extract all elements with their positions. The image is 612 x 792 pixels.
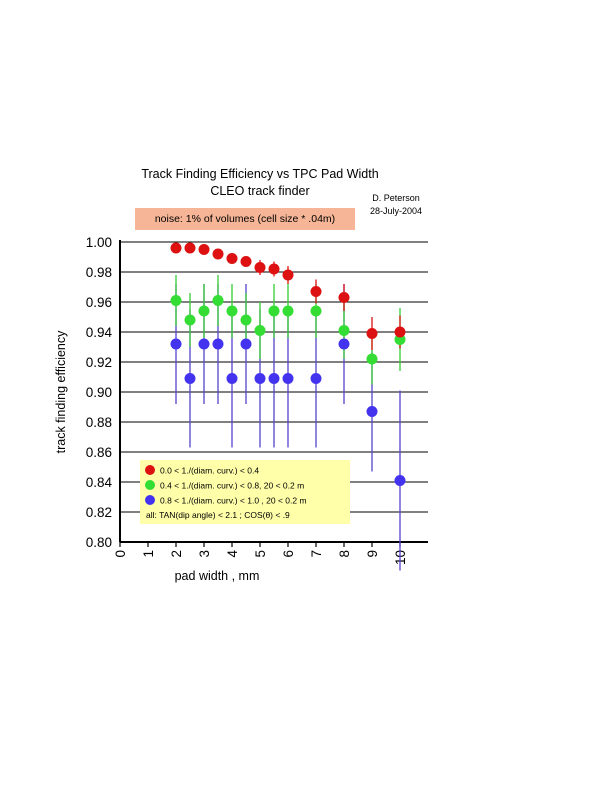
y-tick-label: 0.84 — [86, 475, 113, 490]
data-point — [254, 325, 266, 336]
legend-box — [140, 460, 350, 524]
data-point — [268, 305, 280, 317]
y-tick-label: 0.80 — [86, 535, 112, 550]
y-tick-label: 0.92 — [86, 355, 112, 370]
data-point — [184, 373, 196, 384]
data-point — [254, 373, 266, 384]
x-tick-label: 7 — [309, 550, 324, 558]
data-point — [198, 338, 210, 350]
x-axis-label: pad width , mm — [175, 569, 260, 583]
data-point — [394, 326, 406, 338]
y-axis-label: track finding efficiency — [54, 330, 68, 453]
data-point — [282, 373, 294, 384]
data-point — [310, 373, 322, 384]
x-tick-label: 4 — [225, 550, 240, 558]
data-point — [338, 338, 350, 350]
data-point — [240, 314, 252, 326]
data-point — [226, 253, 238, 264]
legend-swatch — [145, 465, 155, 475]
y-tick-label: 0.94 — [86, 325, 113, 340]
data-point — [254, 262, 266, 273]
data-point — [366, 406, 378, 417]
chart-subtitle: CLEO track finder — [210, 184, 310, 198]
noise-note-box: noise: 1% of volumes (cell size * .04m) — [135, 208, 355, 230]
author-label: D. Peterson — [372, 193, 420, 203]
x-tick-label: 3 — [197, 550, 212, 558]
data-point — [338, 325, 350, 336]
data-point — [240, 338, 252, 350]
data-point — [338, 292, 350, 303]
x-tick-label: 1 — [141, 550, 156, 558]
x-tick-label: 5 — [253, 550, 268, 558]
data-point — [310, 286, 322, 297]
x-tick-label: 6 — [281, 550, 296, 558]
data-point — [240, 256, 252, 267]
data-point — [226, 373, 238, 384]
data-point — [198, 244, 210, 255]
data-point — [366, 328, 378, 339]
chart-title: Track Finding Efficiency vs TPC Pad Widt… — [141, 167, 379, 181]
data-point — [366, 353, 378, 365]
y-tick-label: 1.00 — [86, 235, 112, 250]
data-point — [268, 263, 280, 275]
x-tick-label: 8 — [337, 550, 352, 558]
legend-swatch — [145, 495, 155, 505]
data-point — [310, 305, 322, 317]
legend-entry: 0.0 < 1./(diam. curv.) < 0.4 — [160, 466, 259, 476]
x-tick-label: 0 — [113, 550, 128, 558]
y-tick-label: 0.96 — [86, 295, 112, 310]
data-point — [282, 305, 294, 317]
y-tick-label: 0.90 — [86, 385, 112, 400]
data-point — [226, 305, 238, 317]
data-point — [170, 242, 182, 254]
data-point — [282, 269, 294, 281]
legend-note: all: TAN(dip angle) < 2.1 ; COS(θ) < .9 — [146, 510, 290, 520]
data-point — [184, 242, 196, 254]
y-tick-label: 0.82 — [86, 505, 112, 520]
x-tick-label: 2 — [169, 550, 184, 558]
data-point — [170, 338, 182, 350]
data-point — [184, 314, 196, 326]
y-tick-label: 0.98 — [86, 265, 112, 280]
y-tick-label: 0.86 — [86, 445, 112, 460]
y-tick-label: 0.88 — [86, 415, 112, 430]
date-label: 28-July-2004 — [369, 206, 423, 216]
data-point — [170, 295, 182, 306]
data-point — [394, 475, 406, 486]
data-point — [268, 373, 280, 384]
data-point — [212, 338, 224, 350]
legend-entry: 0.8 < 1./(diam. curv.) < 1.0 , 20 < 0.2 … — [160, 496, 307, 506]
legend-entry: 0.4 < 1./(diam. curv.) < 0.8, 20 < 0.2 m — [160, 481, 304, 491]
data-point — [198, 305, 210, 317]
legend-swatch — [145, 480, 155, 490]
data-point — [212, 295, 224, 306]
data-point — [212, 248, 224, 260]
x-tick-label: 9 — [365, 550, 380, 558]
